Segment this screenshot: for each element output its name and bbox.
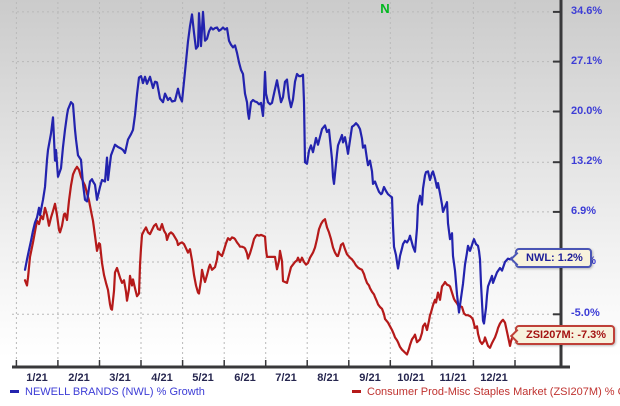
nwl-value-callout: NWL: 1.2%: [509, 248, 592, 268]
x-tick-label: 5/21: [192, 372, 214, 384]
x-tick-label: 2/21: [68, 372, 90, 384]
y-tick-label: 13.2%: [571, 155, 603, 167]
y-tick-label: 34.6%: [571, 5, 603, 17]
legend-item-nwl: NEWELL BRANDS (NWL) % Growth: [10, 386, 205, 398]
x-tick-label: 1/21: [26, 372, 48, 384]
legend-item-zsi: Consumer Prod-Misc Staples Market (ZSI20…: [352, 386, 620, 398]
zsi-callout-label: ZSI207M: -7.3%: [526, 329, 607, 341]
y-tick-label: 6.9%: [571, 205, 597, 217]
x-tick-label: 11/21: [439, 372, 467, 384]
x-tick-label: 12/21: [480, 372, 508, 384]
y-tick-label: 27.1%: [571, 55, 603, 67]
x-tick-label: 9/21: [359, 372, 381, 384]
zsi-line-swatch-icon: [352, 389, 361, 393]
zsi-value-callout: ZSI207M: -7.3%: [509, 325, 616, 345]
series-lines: [23, 10, 516, 356]
x-tick-label: 3/21: [109, 372, 131, 384]
nwl-line-swatch-icon: [10, 389, 19, 393]
x-tick-label: 8/21: [317, 372, 339, 384]
y-tick-label: -5.0%: [571, 307, 600, 319]
nwl-callout-label: NWL: 1.2%: [526, 252, 583, 264]
legend-zsi-label: Consumer Prod-Misc Staples Market (ZSI20…: [367, 386, 620, 398]
chart-legend: NEWELL BRANDS (NWL) % Growth Consumer Pr…: [0, 386, 620, 404]
news-marker-n: N: [380, 1, 390, 16]
axes: [12, 0, 570, 369]
x-tick-label: 6/21: [234, 372, 256, 384]
x-tick-label: 10/21: [397, 372, 425, 384]
x-tick-label: 7/21: [275, 372, 297, 384]
y-tick-label: 20.0%: [571, 105, 603, 117]
x-tick-label: 4/21: [151, 372, 173, 384]
legend-nwl-label: NEWELL BRANDS (NWL) % Growth: [25, 386, 205, 398]
